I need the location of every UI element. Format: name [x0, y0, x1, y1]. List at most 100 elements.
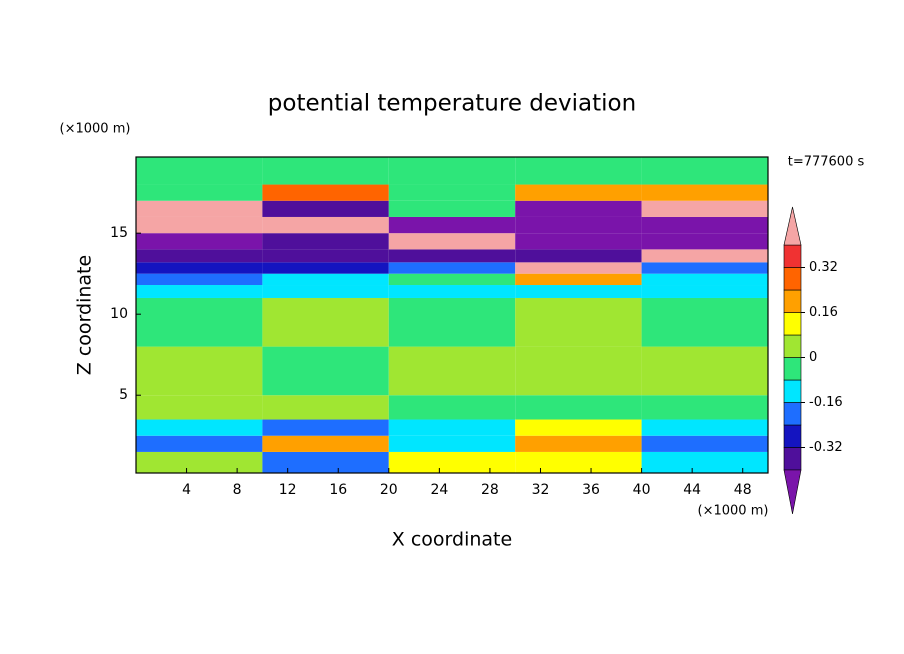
contour-cell: [136, 346, 263, 396]
contour-cell: [641, 262, 768, 274]
contour-cell: [388, 435, 516, 452]
colorbar-bottom-arrow: [783, 469, 802, 515]
contour-cell: [641, 435, 768, 452]
contour-cell: [262, 216, 389, 234]
x-tick-label: 12: [279, 482, 297, 498]
contour-cell: [136, 233, 263, 250]
y-unit: (×1000 m): [60, 122, 131, 137]
contour-cell: [388, 297, 516, 347]
contour-cell: [262, 200, 389, 217]
contour-cell: [515, 435, 642, 452]
x-tick-label: 28: [481, 482, 499, 498]
contour-cell: [136, 419, 263, 436]
contour-cell: [515, 451, 642, 473]
x-tick-label: 48: [734, 482, 752, 498]
contour-cell: [641, 297, 768, 347]
contour-cell: [641, 184, 768, 201]
contour-cell: [136, 249, 263, 263]
contour-cell: [641, 233, 768, 250]
contour-cell: [641, 249, 768, 263]
contour-cell: [136, 157, 263, 185]
contour-cell: [641, 216, 768, 234]
y-axis-label: Z coordinate: [74, 255, 96, 375]
contour-cell: [515, 346, 642, 396]
contour-cell: [262, 184, 389, 201]
x-tick-label: 20: [380, 482, 398, 498]
contour-cell: [136, 184, 263, 201]
contour-cell: [388, 419, 516, 436]
contour-cell: [388, 262, 516, 274]
contour-cell: [515, 285, 642, 298]
contour-cell: [136, 395, 263, 420]
contour-cell: [388, 451, 516, 473]
x-tick-label: 44: [683, 482, 701, 498]
contour-cell: [262, 346, 389, 396]
plot-frame: [135, 156, 769, 474]
x-tick-label: 16: [329, 482, 347, 498]
contour-cell: [515, 262, 642, 274]
colorbar-tick-label: 0.32: [809, 260, 838, 275]
contour-cell: [388, 157, 516, 185]
colorbar-tick-label: 0.16: [809, 305, 838, 320]
contour-cell: [515, 273, 642, 286]
contour-cell: [388, 395, 516, 420]
x-tick-label: 36: [582, 482, 600, 498]
colorbar-box: [783, 289, 802, 313]
y-tick-label: 5: [119, 387, 128, 403]
time-label: t=777600 s: [788, 155, 865, 170]
colorbar-box: [783, 402, 802, 426]
contour-cell: [388, 216, 516, 234]
x-tick-label: 8: [233, 482, 242, 498]
contour-cell: [641, 273, 768, 286]
contour-cell: [641, 200, 768, 217]
contour-cell: [262, 435, 389, 452]
contour-cell: [515, 297, 642, 347]
contour-cell: [641, 346, 768, 396]
contour-cell: [262, 157, 389, 185]
y-tick-label: 10: [110, 306, 128, 322]
contour-cell: [262, 419, 389, 436]
x-tick-label: 32: [532, 482, 550, 498]
x-tick-label: 24: [430, 482, 448, 498]
chart-title: potential temperature deviation: [268, 91, 636, 117]
colorbar-box: [783, 357, 802, 381]
contour-cell: [262, 273, 389, 286]
contour-cell: [641, 285, 768, 298]
contour-cell: [262, 262, 389, 274]
contour-cell: [136, 273, 263, 286]
contour-cell: [136, 262, 263, 274]
colorbar-box: [783, 267, 802, 291]
contour-cell: [515, 419, 642, 436]
contour-cell: [388, 249, 516, 263]
colorbar-top-arrow: [783, 206, 802, 246]
colorbar-box: [783, 312, 802, 336]
contour-cell: [136, 285, 263, 298]
contour-cell: [136, 216, 263, 234]
contour-cell: [388, 346, 516, 396]
contour-cell: [515, 233, 642, 250]
contour-cell: [388, 233, 516, 250]
contour-cell: [262, 395, 389, 420]
contour-cell: [515, 249, 642, 263]
colorbar-tick-label: -0.16: [809, 395, 843, 410]
contour-cell: [388, 184, 516, 201]
colorbar-box: [783, 334, 802, 358]
x-unit: (×1000 m): [698, 504, 769, 519]
contour-cell: [136, 200, 263, 217]
x-axis-label: X coordinate: [392, 529, 512, 551]
contour-cell: [262, 297, 389, 347]
colorbar-box: [783, 447, 802, 471]
contour-cell: [641, 395, 768, 420]
x-tick-label: 4: [182, 482, 191, 498]
contour-cell: [262, 233, 389, 250]
contour-cell: [136, 451, 263, 473]
contour-cell: [515, 184, 642, 201]
contour-cell: [262, 451, 389, 473]
contour-cell: [641, 419, 768, 436]
colorbar-box: [783, 244, 802, 268]
colorbar-box: [783, 424, 802, 448]
contour-cell: [641, 157, 768, 185]
contour-cell: [136, 297, 263, 347]
contour-cell: [388, 200, 516, 217]
colorbar-tick-label: -0.32: [809, 440, 843, 455]
